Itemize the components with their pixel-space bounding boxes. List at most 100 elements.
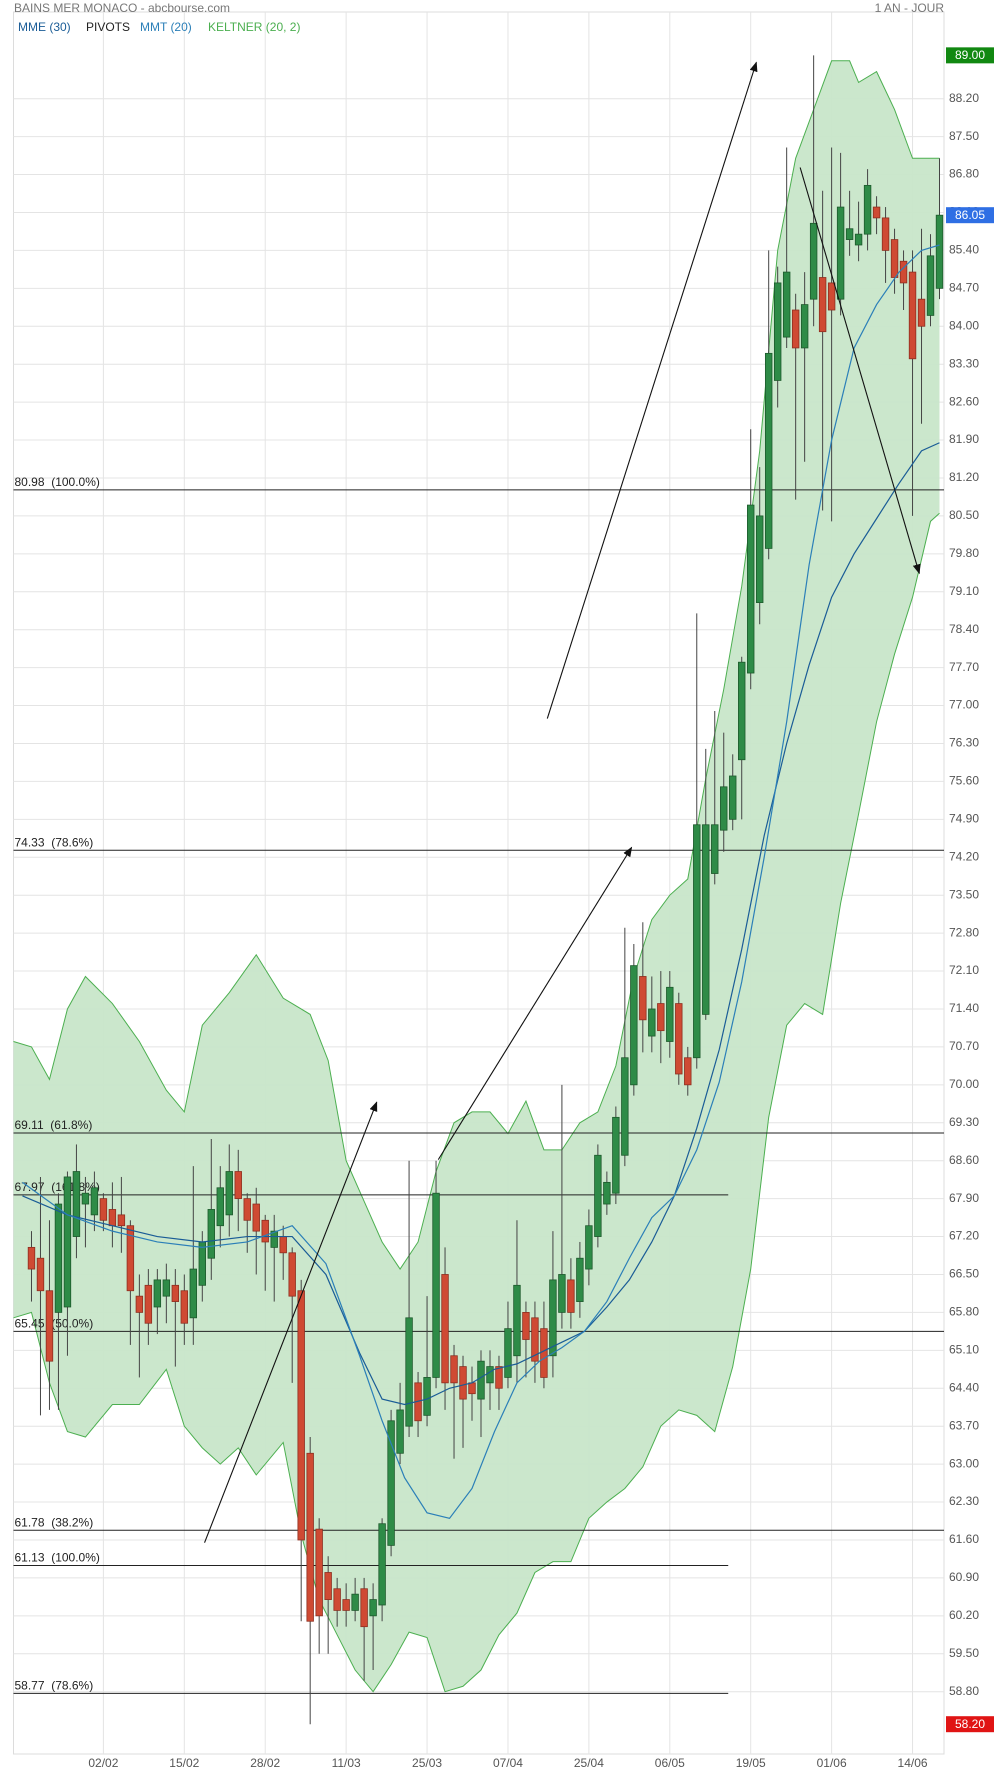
price-flag (946, 207, 994, 224)
candle-body (288, 1252, 296, 1297)
y-tick-label: 60.20 (949, 1608, 979, 1622)
x-tick-label: 28/02 (250, 1756, 280, 1770)
y-tick-label: 78.40 (949, 622, 979, 636)
candle-body (405, 1317, 413, 1427)
y-tick-label: 70.70 (949, 1039, 979, 1053)
y-tick-label: 77.70 (949, 660, 979, 674)
candle-body (917, 298, 926, 327)
candle-body (378, 1523, 386, 1606)
candle-body (36, 1257, 45, 1292)
candle-body (45, 1290, 54, 1362)
candle-body (495, 1366, 503, 1389)
candle-body (657, 1003, 665, 1032)
candle-body (432, 1192, 440, 1378)
legend-item: MME (30) (18, 20, 71, 34)
candle-body (890, 239, 899, 278)
candle-body (764, 352, 773, 549)
candle-body (926, 255, 935, 316)
price-flag (946, 47, 994, 64)
candle-body (881, 217, 890, 251)
candle-body (540, 1328, 548, 1378)
candle-body (693, 824, 701, 1059)
candle-body (261, 1219, 269, 1243)
candle-body (225, 1171, 233, 1216)
y-tick-label: 88.20 (949, 91, 979, 105)
pivot-label: 61.13 (100.0%) (15, 1551, 100, 1565)
y-tick-label: 75.60 (949, 774, 979, 788)
y-tick-label: 63.70 (949, 1418, 979, 1432)
candle-body (531, 1317, 539, 1362)
y-tick-label: 84.70 (949, 281, 979, 295)
candle-body (90, 1187, 99, 1216)
y-tick-label: 72.10 (949, 963, 979, 977)
candle-body (522, 1312, 530, 1340)
trend-arrow (546, 61, 758, 719)
candle-body (468, 1382, 476, 1395)
x-tick-label: 25/04 (574, 1756, 604, 1770)
y-tick-label: 79.80 (949, 546, 979, 560)
y-tick-label: 61.60 (949, 1532, 979, 1546)
candle-body (171, 1284, 180, 1302)
y-tick-label: 81.20 (949, 470, 979, 484)
candle-body (549, 1279, 557, 1357)
y-tick-label: 67.90 (949, 1191, 979, 1205)
candle-body (486, 1366, 494, 1384)
x-tick-label: 15/02 (169, 1756, 199, 1770)
candle-body (234, 1171, 242, 1200)
trend-arrow (799, 167, 921, 575)
candle-body (126, 1225, 135, 1292)
price-flag (946, 1716, 994, 1733)
candle-body (729, 775, 737, 820)
candle-body (630, 965, 638, 1086)
pivot-label: 65.45 (50.0%) (15, 1317, 94, 1331)
candle-body (441, 1274, 449, 1384)
x-tick-label: 19/05 (736, 1756, 766, 1770)
pivot-label: 67.97 (161.8%) (15, 1180, 100, 1194)
y-tick-label: 82.60 (949, 394, 979, 408)
y-tick-label: 65.80 (949, 1305, 979, 1319)
candle-body (117, 1214, 126, 1227)
y-tick-label: 66.50 (949, 1267, 979, 1281)
candle-body (684, 1057, 692, 1086)
candle-body (369, 1599, 377, 1617)
y-tick-label: 71.40 (949, 1001, 979, 1015)
price-flag-label: 58.20 (955, 1717, 985, 1731)
candle-body (360, 1588, 368, 1628)
y-tick-label: 70.00 (949, 1077, 979, 1091)
candle-body (639, 976, 647, 1021)
candle-body (809, 222, 818, 300)
y-tick-label: 73.50 (949, 887, 979, 901)
candle-body (135, 1295, 144, 1313)
candle-body (333, 1588, 341, 1611)
trend-arrow (437, 846, 633, 1160)
pivot-label: 80.98 (100.0%) (15, 475, 100, 489)
y-tick-label: 68.60 (949, 1153, 979, 1167)
x-tick-label: 02/02 (88, 1756, 118, 1770)
candle-body (459, 1366, 467, 1400)
moving-average (22, 244, 940, 1519)
candle-body (558, 1274, 566, 1313)
period-label: 1 AN - JOUR (875, 1, 945, 15)
pivot-label: 61.78 (38.2%) (15, 1515, 94, 1529)
keltner-fill (13, 60, 940, 1692)
pivot-label: 58.77 (78.6%) (15, 1678, 94, 1692)
candle-body (621, 1057, 629, 1156)
candle-body (216, 1187, 224, 1227)
candle-body (567, 1279, 575, 1313)
candle-body (800, 304, 809, 349)
keltner-upper (13, 60, 940, 1270)
header-bg (0, 0, 1000, 10)
candle-body (189, 1268, 198, 1319)
candle-body (612, 1116, 620, 1194)
candle-body (935, 214, 944, 289)
y-tick-label: 60.90 (949, 1570, 979, 1584)
y-tick-label: 65.10 (949, 1343, 979, 1357)
candle-body (423, 1377, 431, 1416)
candle-body (162, 1279, 171, 1297)
candle-body (450, 1355, 458, 1384)
price-flag-label: 89.00 (955, 48, 985, 62)
keltner-lower (13, 512, 940, 1693)
pivot-label: 74.33 (78.6%) (15, 835, 94, 849)
